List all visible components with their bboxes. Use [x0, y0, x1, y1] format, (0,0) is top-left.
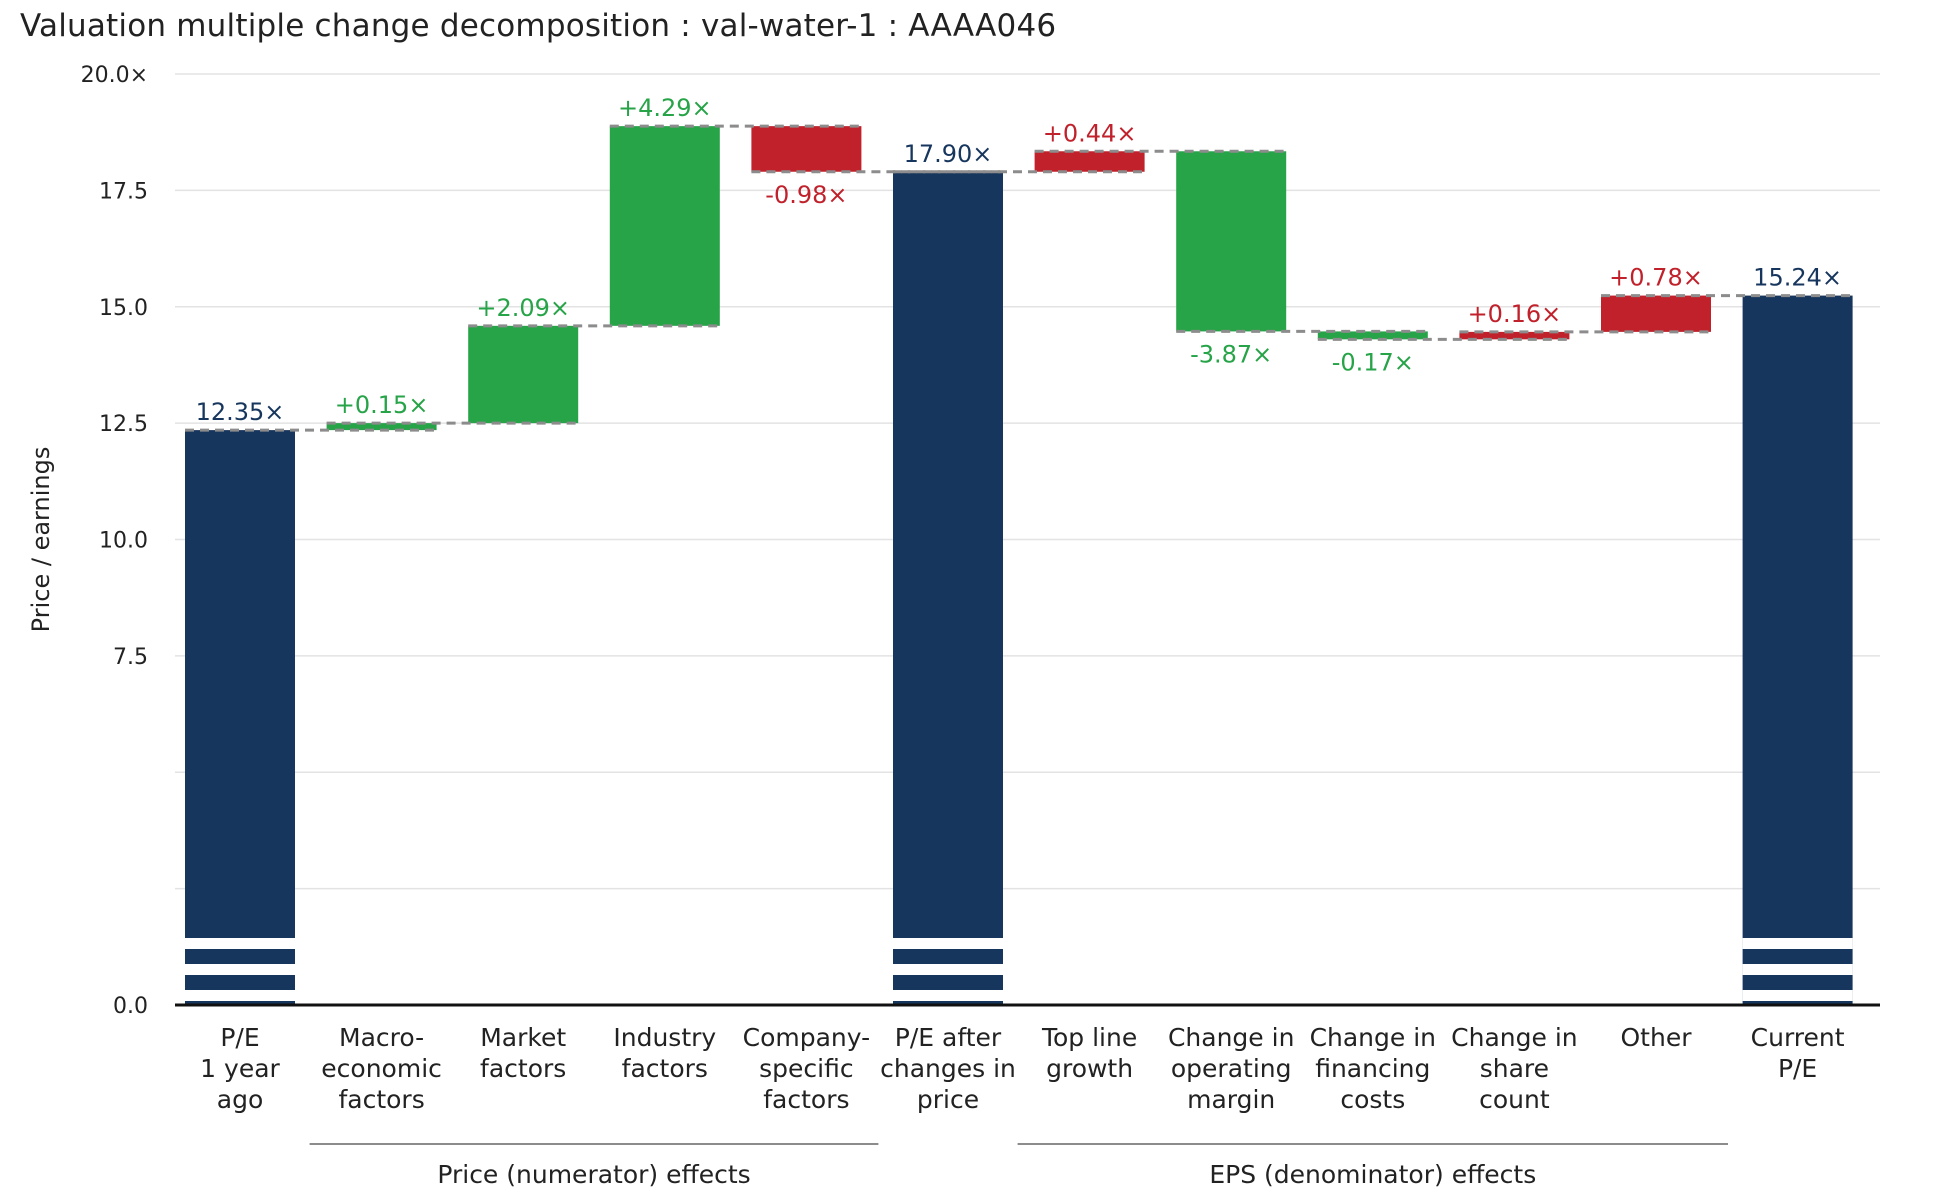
data-label: +0.44× [1043, 119, 1137, 147]
bar-6 [893, 171, 1003, 1005]
y-tick-label: 10.0 [99, 529, 148, 554]
x-tick-label: Industry factors [613, 1023, 716, 1083]
bar-break-stripe [893, 938, 1003, 949]
bar-break-stripe [185, 964, 295, 975]
group-label: Price (numerator) effects [437, 1160, 750, 1189]
x-tick-label: P/E after changes in price [880, 1023, 1016, 1114]
x-tick-label: Change in financing costs [1310, 1023, 1436, 1114]
bar-break-stripe [1742, 964, 1853, 975]
bar-11 [1601, 295, 1711, 332]
bar-9 [1317, 331, 1428, 340]
data-label: 15.24× [1753, 264, 1842, 292]
x-tick-label: Macro-economic factors [321, 1023, 442, 1114]
bar-7 [1034, 151, 1145, 172]
data-label: 17.90× [904, 140, 993, 168]
x-tick-label: Company-specific factors [743, 1023, 871, 1114]
bar-break-stripe [893, 964, 1003, 975]
bar-5 [751, 126, 862, 172]
x-tick-label: Change in operating margin [1168, 1023, 1294, 1114]
data-label: 12.35× [196, 398, 285, 426]
bar-2 [326, 423, 437, 431]
x-tick-label: Current P/E [1751, 1023, 1845, 1083]
bar-1 [185, 430, 295, 1005]
bar-10 [1459, 331, 1570, 340]
bar-12 [1742, 295, 1853, 1005]
data-label: +0.16× [1468, 300, 1562, 328]
y-tick-label: 17.5 [99, 179, 148, 204]
x-tick-label: Market factors [480, 1023, 566, 1083]
data-label: -3.87× [1190, 340, 1272, 368]
y-tick-label: 15.0 [99, 296, 148, 321]
y-tick-label: 0.0 [113, 994, 148, 1019]
bar-break-stripe [1742, 990, 1853, 1001]
bar-8 [1176, 151, 1287, 332]
x-tick-label: Change in share count [1451, 1023, 1577, 1114]
x-tick-label: Other [1621, 1023, 1693, 1052]
y-tick-label: 12.5 [99, 412, 148, 437]
x-tick-label: P/E 1 year ago [200, 1023, 280, 1114]
bar-4 [609, 126, 720, 326]
data-label: -0.98× [765, 181, 847, 209]
y-tick-label: 20.0× [81, 63, 148, 88]
chart-title: Valuation multiple change decomposition … [20, 8, 1057, 44]
y-tick-label: 7.5 [113, 645, 148, 670]
bar-break-stripe [185, 990, 295, 1001]
data-label: +4.29× [618, 94, 712, 122]
bar-break-stripe [1742, 938, 1853, 949]
bar-break-stripe [893, 990, 1003, 1001]
data-label: -0.17× [1332, 348, 1414, 376]
x-tick-label: Top line growth [1041, 1023, 1137, 1083]
y-axis-title: Price / earnings [27, 447, 55, 633]
data-label: +0.15× [335, 391, 429, 419]
group-label: EPS (denominator) effects [1209, 1160, 1536, 1189]
bar-3 [468, 325, 579, 424]
data-label: +2.09× [476, 294, 570, 322]
data-label: +0.78× [1609, 264, 1703, 292]
bar-break-stripe [185, 938, 295, 949]
